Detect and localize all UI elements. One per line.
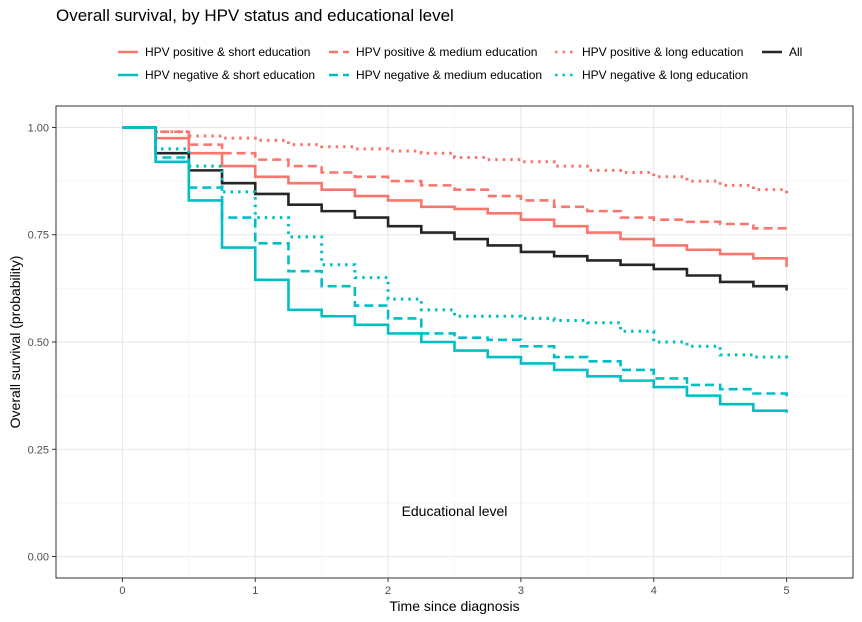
legend-label: HPV negative & short education [145,68,315,82]
series-line [122,125,789,360]
series-line [122,125,789,194]
x-tick-label: 4 [651,585,657,597]
legend: HPV positive & short education HPV positi… [118,45,802,82]
legend-label: HPV positive & short education [145,45,310,59]
y-tick-label: 1.00 [28,122,49,134]
legend-label: HPV positive & medium education [356,45,537,59]
legend-label: HPV negative & medium education [356,68,542,82]
y-tick-label: 0.25 [28,444,49,456]
legend-label: HPV negative & long education [582,68,748,82]
x-tick-label: 5 [784,585,790,597]
series-line [122,126,788,267]
series-lines [122,125,789,413]
legend-label: All [789,45,802,59]
axes: 0 1 2 3 4 5 0.00 0.25 0.50 0.75 1.00 [28,122,790,597]
x-tick-label: 0 [119,585,125,597]
series-line [122,126,788,398]
x-tick-label: 2 [385,585,391,597]
annotation-label: Educational level [402,503,508,519]
y-tick-label: 0.50 [28,337,49,349]
y-axis-title: Overall survival (probability) [7,256,23,429]
x-tick-label: 1 [252,585,258,597]
x-tick-label: 3 [518,585,524,597]
series-line [122,126,788,231]
legend-label: HPV positive & long education [582,45,743,59]
x-axis-title: Time since diagnosis [389,598,519,614]
y-tick-label: 0.75 [28,230,49,242]
series-line [122,126,788,291]
series-line [122,126,788,413]
y-tick-label: 0.00 [28,552,49,564]
chart-title: Overall survival, by HPV status and educ… [56,6,454,25]
